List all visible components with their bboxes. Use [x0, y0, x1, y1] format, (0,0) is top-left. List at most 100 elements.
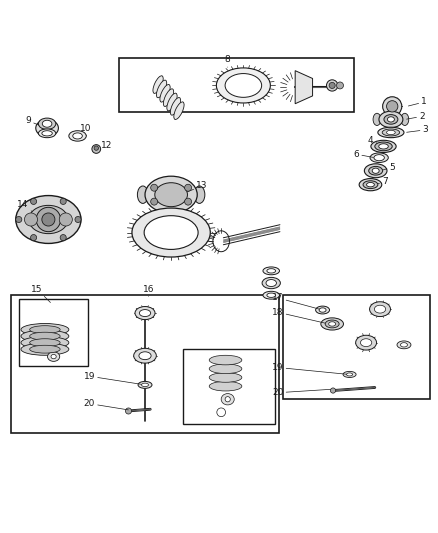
Ellipse shape [370, 302, 391, 317]
Bar [19, 299, 88, 366]
Ellipse shape [263, 267, 279, 275]
Ellipse shape [379, 111, 403, 128]
Text: 12: 12 [98, 141, 113, 150]
Ellipse shape [375, 142, 392, 151]
Ellipse shape [221, 393, 234, 405]
Text: 3: 3 [406, 125, 428, 134]
Circle shape [94, 146, 99, 150]
Ellipse shape [266, 279, 276, 287]
Text: 17: 17 [272, 293, 321, 310]
Ellipse shape [30, 339, 60, 346]
Ellipse shape [371, 140, 396, 152]
Circle shape [125, 408, 131, 414]
Text: 18: 18 [272, 308, 327, 324]
Circle shape [184, 184, 191, 191]
Bar [119, 58, 354, 111]
Ellipse shape [364, 164, 387, 177]
Text: 20: 20 [272, 388, 331, 397]
Ellipse shape [139, 310, 151, 317]
Text: 13: 13 [184, 181, 208, 193]
Ellipse shape [321, 318, 343, 330]
Ellipse shape [267, 269, 276, 273]
Ellipse shape [141, 383, 148, 386]
Ellipse shape [384, 115, 398, 124]
Circle shape [326, 80, 338, 91]
Ellipse shape [372, 168, 379, 173]
Ellipse shape [209, 373, 242, 382]
Ellipse shape [138, 186, 148, 204]
Ellipse shape [388, 117, 394, 122]
Ellipse shape [325, 320, 339, 328]
Ellipse shape [47, 352, 60, 361]
Circle shape [336, 82, 343, 89]
Ellipse shape [343, 372, 356, 377]
Circle shape [60, 198, 66, 205]
Ellipse shape [401, 114, 409, 125]
Ellipse shape [42, 131, 52, 136]
Text: 5: 5 [381, 163, 396, 172]
Ellipse shape [400, 343, 407, 347]
Bar [11, 295, 279, 433]
Circle shape [59, 213, 72, 226]
Ellipse shape [369, 166, 383, 175]
Circle shape [151, 184, 158, 191]
Ellipse shape [397, 341, 411, 349]
Ellipse shape [370, 153, 389, 163]
Circle shape [16, 216, 22, 223]
Ellipse shape [30, 332, 60, 340]
Circle shape [36, 207, 60, 232]
Ellipse shape [73, 133, 82, 139]
Ellipse shape [263, 292, 279, 299]
Bar [184, 349, 275, 424]
Ellipse shape [328, 322, 336, 326]
Ellipse shape [39, 129, 56, 138]
Text: 1: 1 [408, 98, 427, 107]
Ellipse shape [153, 76, 163, 93]
Circle shape [42, 213, 55, 226]
Bar [283, 295, 430, 399]
Text: 7: 7 [376, 177, 388, 186]
Circle shape [329, 83, 335, 88]
Ellipse shape [359, 179, 382, 191]
Ellipse shape [170, 98, 180, 115]
Ellipse shape [374, 155, 385, 161]
Ellipse shape [36, 119, 58, 137]
Text: 16: 16 [143, 285, 154, 296]
Ellipse shape [144, 216, 198, 249]
Ellipse shape [139, 352, 151, 360]
Ellipse shape [209, 364, 242, 374]
Ellipse shape [360, 339, 372, 346]
Ellipse shape [374, 305, 386, 313]
Text: 10: 10 [81, 124, 92, 136]
Ellipse shape [346, 373, 353, 376]
Ellipse shape [174, 102, 184, 119]
Ellipse shape [387, 130, 395, 135]
Text: 19: 19 [84, 372, 144, 385]
Text: 15: 15 [31, 285, 50, 303]
Text: 2: 2 [406, 112, 425, 121]
Ellipse shape [367, 182, 374, 187]
Ellipse shape [356, 335, 377, 350]
Ellipse shape [21, 343, 69, 356]
Ellipse shape [209, 356, 242, 365]
Ellipse shape [155, 183, 187, 207]
Text: 6: 6 [353, 150, 374, 159]
Ellipse shape [21, 336, 69, 349]
Circle shape [92, 144, 101, 154]
Text: 8: 8 [225, 55, 230, 67]
Ellipse shape [379, 144, 389, 149]
Text: 14: 14 [17, 200, 36, 214]
Ellipse shape [163, 89, 173, 107]
Ellipse shape [160, 84, 170, 102]
Ellipse shape [145, 176, 197, 213]
Ellipse shape [21, 324, 69, 336]
Circle shape [31, 235, 37, 240]
Ellipse shape [373, 114, 381, 125]
Ellipse shape [216, 68, 270, 103]
Ellipse shape [156, 80, 167, 98]
Ellipse shape [39, 118, 56, 130]
Ellipse shape [267, 293, 276, 297]
Ellipse shape [138, 382, 152, 389]
Ellipse shape [21, 330, 69, 342]
Ellipse shape [316, 306, 329, 314]
